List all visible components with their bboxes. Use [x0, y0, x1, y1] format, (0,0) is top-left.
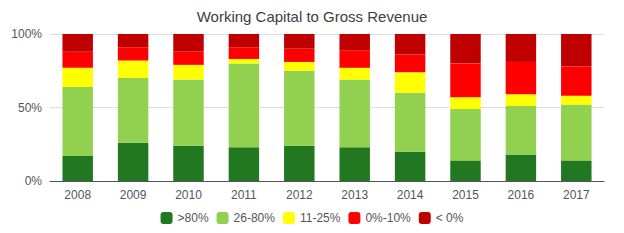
svg-text:2008: 2008	[64, 188, 91, 202]
svg-text:0%-10%: 0%-10%	[365, 211, 411, 225]
svg-text:26-80%: 26-80%	[234, 211, 276, 225]
svg-text:2015: 2015	[452, 188, 479, 202]
svg-text:100%: 100%	[11, 27, 42, 41]
svg-text:11-25%: 11-25%	[300, 211, 341, 225]
svg-text:>80%: >80%	[178, 211, 209, 225]
svg-text:2017: 2017	[563, 188, 590, 202]
svg-text:0%: 0%	[25, 174, 43, 188]
svg-text:< 0%: < 0%	[436, 211, 464, 225]
svg-text:2016: 2016	[508, 188, 535, 202]
svg-text:50%: 50%	[18, 101, 42, 115]
svg-text:2012: 2012	[286, 188, 313, 202]
svg-text:2010: 2010	[175, 188, 202, 202]
svg-text:2014: 2014	[397, 188, 424, 202]
svg-text:Working Capital to Gross Reven: Working Capital to Gross Revenue	[197, 8, 428, 25]
svg-text:2011: 2011	[231, 188, 257, 202]
svg-text:2013: 2013	[341, 188, 368, 202]
svg-text:2009: 2009	[120, 188, 147, 202]
